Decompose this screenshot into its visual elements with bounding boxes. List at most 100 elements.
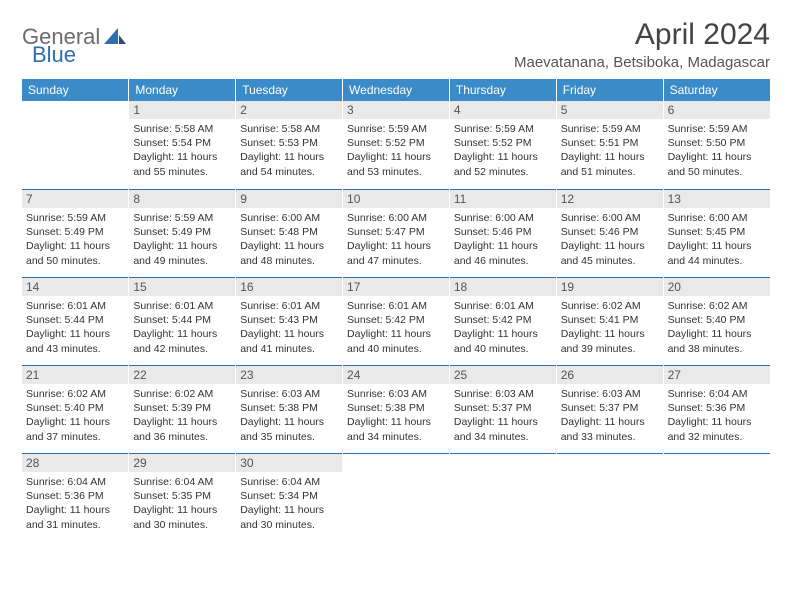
calendar-cell bbox=[343, 453, 450, 541]
day-body: Sunrise: 6:04 AMSunset: 5:36 PMDaylight:… bbox=[668, 387, 766, 444]
calendar-week: 28Sunrise: 6:04 AMSunset: 5:36 PMDayligh… bbox=[22, 453, 770, 541]
day-number bbox=[22, 101, 128, 105]
calendar-cell bbox=[663, 453, 770, 541]
calendar-cell: 21 Sunrise: 6:02 AMSunset: 5:40 PMDayligh… bbox=[22, 365, 129, 453]
calendar-cell: 9 Sunrise: 6:00 AMSunset: 5:48 PMDaylight… bbox=[236, 189, 343, 277]
day-body: Sunrise: 6:01 AMSunset: 5:44 PMDaylight:… bbox=[133, 299, 231, 356]
calendar-week: 14Sunrise: 6:01 AMSunset: 5:44 PMDayligh… bbox=[22, 277, 770, 365]
calendar-week: 1 Sunrise: 5:58 AMSunset: 5:54 PMDaylight… bbox=[22, 101, 770, 189]
page-header: General April 2024 Maevatanana, Betsibok… bbox=[22, 18, 770, 71]
logo-word-2: Blue bbox=[32, 42, 76, 67]
calendar-cell: 8Sunrise: 5:59 AMSunset: 5:49 PMDaylight… bbox=[129, 189, 236, 277]
day-number: 17 bbox=[343, 277, 449, 296]
day-number: 21 bbox=[22, 365, 128, 384]
calendar-cell: 7Sunrise: 5:59 AMSunset: 5:49 PMDaylight… bbox=[22, 189, 129, 277]
calendar-cell: 3 Sunrise: 5:59 AMSunset: 5:52 PMDaylight… bbox=[343, 101, 450, 189]
day-body: Sunrise: 6:01 AMSunset: 5:42 PMDaylight:… bbox=[347, 299, 445, 356]
day-number: 2 bbox=[236, 101, 342, 119]
calendar-cell: 20 Sunrise: 6:02 AMSunset: 5:40 PMDayligh… bbox=[663, 277, 770, 365]
day-body: Sunrise: 5:59 AMSunset: 5:52 PMDaylight:… bbox=[347, 122, 445, 179]
day-number: 6 bbox=[664, 101, 770, 119]
day-body: Sunrise: 6:00 AMSunset: 5:45 PMDaylight:… bbox=[668, 211, 766, 268]
calendar-cell: 22Sunrise: 6:02 AMSunset: 5:39 PMDayligh… bbox=[129, 365, 236, 453]
day-body: Sunrise: 5:59 AMSunset: 5:51 PMDaylight:… bbox=[561, 122, 659, 179]
calendar-cell: 18Sunrise: 6:01 AMSunset: 5:42 PMDayligh… bbox=[449, 277, 556, 365]
logo-word-2-wrap: Blue bbox=[32, 42, 76, 68]
day-body: Sunrise: 6:03 AMSunset: 5:38 PMDaylight:… bbox=[240, 387, 338, 444]
day-number: 1 bbox=[129, 101, 235, 119]
day-number: 26 bbox=[557, 365, 663, 384]
calendar-cell: 11Sunrise: 6:00 AMSunset: 5:46 PMDayligh… bbox=[449, 189, 556, 277]
day-number: 15 bbox=[129, 277, 235, 296]
calendar-cell: 16 Sunrise: 6:01 AMSunset: 5:43 PMDayligh… bbox=[236, 277, 343, 365]
day-header: Monday bbox=[129, 79, 236, 101]
day-body: Sunrise: 6:00 AMSunset: 5:47 PMDaylight:… bbox=[347, 211, 445, 268]
calendar-cell: 25 Sunrise: 6:03 AMSunset: 5:37 PMDayligh… bbox=[449, 365, 556, 453]
day-header: Tuesday bbox=[236, 79, 343, 101]
day-number: 12 bbox=[557, 189, 663, 208]
day-body: Sunrise: 6:02 AMSunset: 5:40 PMDaylight:… bbox=[26, 387, 124, 444]
day-number: 25 bbox=[450, 365, 556, 384]
day-number: 3 bbox=[343, 101, 449, 119]
calendar-cell: 10Sunrise: 6:00 AMSunset: 5:47 PMDayligh… bbox=[343, 189, 450, 277]
day-body: Sunrise: 5:59 AMSunset: 5:52 PMDaylight:… bbox=[454, 122, 552, 179]
day-body: Sunrise: 6:00 AMSunset: 5:48 PMDaylight:… bbox=[240, 211, 338, 268]
title-block: April 2024 Maevatanana, Betsiboka, Madag… bbox=[514, 18, 770, 71]
day-number: 4 bbox=[450, 101, 556, 119]
day-number bbox=[664, 453, 770, 458]
calendar-cell: 29 Sunrise: 6:04 AMSunset: 5:35 PMDayligh… bbox=[129, 453, 236, 541]
day-body: Sunrise: 5:59 AMSunset: 5:50 PMDaylight:… bbox=[668, 122, 766, 179]
day-number: 7 bbox=[22, 189, 128, 208]
day-body: Sunrise: 6:03 AMSunset: 5:37 PMDaylight:… bbox=[454, 387, 552, 444]
day-header: Wednesday bbox=[343, 79, 450, 101]
calendar-week: 7Sunrise: 5:59 AMSunset: 5:49 PMDaylight… bbox=[22, 189, 770, 277]
day-number: 24 bbox=[343, 365, 449, 384]
calendar-cell: 17 Sunrise: 6:01 AMSunset: 5:42 PMDayligh… bbox=[343, 277, 450, 365]
day-body: Sunrise: 6:00 AMSunset: 5:46 PMDaylight:… bbox=[454, 211, 552, 268]
calendar-cell: 5 Sunrise: 5:59 AMSunset: 5:51 PMDaylight… bbox=[556, 101, 663, 189]
logo-sail-icon bbox=[104, 26, 126, 49]
day-body: Sunrise: 6:03 AMSunset: 5:38 PMDaylight:… bbox=[347, 387, 445, 444]
day-number: 13 bbox=[664, 189, 770, 208]
day-number: 18 bbox=[450, 277, 556, 296]
calendar-head: SundayMondayTuesdayWednesdayThursdayFrid… bbox=[22, 79, 770, 101]
calendar-cell: 26 Sunrise: 6:03 AMSunset: 5:37 PMDayligh… bbox=[556, 365, 663, 453]
calendar-week: 21 Sunrise: 6:02 AMSunset: 5:40 PMDayligh… bbox=[22, 365, 770, 453]
calendar-body: 1 Sunrise: 5:58 AMSunset: 5:54 PMDaylight… bbox=[22, 101, 770, 541]
day-number: 20 bbox=[664, 277, 770, 296]
day-number: 30 bbox=[236, 453, 342, 472]
calendar-cell: 15 Sunrise: 6:01 AMSunset: 5:44 PMDayligh… bbox=[129, 277, 236, 365]
calendar-table: SundayMondayTuesdayWednesdayThursdayFrid… bbox=[22, 79, 770, 541]
day-header: Saturday bbox=[663, 79, 770, 101]
calendar-cell: 6 Sunrise: 5:59 AMSunset: 5:50 PMDaylight… bbox=[663, 101, 770, 189]
calendar-cell: 14Sunrise: 6:01 AMSunset: 5:44 PMDayligh… bbox=[22, 277, 129, 365]
day-body: Sunrise: 5:58 AMSunset: 5:54 PMDaylight:… bbox=[133, 122, 231, 179]
calendar-cell: 27Sunrise: 6:04 AMSunset: 5:36 PMDayligh… bbox=[663, 365, 770, 453]
day-body: Sunrise: 6:04 AMSunset: 5:35 PMDaylight:… bbox=[133, 475, 231, 532]
location-text: Maevatanana, Betsiboka, Madagascar bbox=[514, 54, 770, 71]
day-number bbox=[450, 453, 556, 458]
calendar-cell bbox=[22, 101, 129, 189]
day-number: 23 bbox=[236, 365, 342, 384]
day-body: Sunrise: 6:02 AMSunset: 5:40 PMDaylight:… bbox=[668, 299, 766, 356]
day-number: 8 bbox=[129, 189, 235, 208]
day-number: 29 bbox=[129, 453, 235, 472]
calendar-cell: 13 Sunrise: 6:00 AMSunset: 5:45 PMDayligh… bbox=[663, 189, 770, 277]
day-body: Sunrise: 6:03 AMSunset: 5:37 PMDaylight:… bbox=[561, 387, 659, 444]
day-number: 28 bbox=[22, 453, 128, 472]
day-number bbox=[557, 453, 663, 458]
day-body: Sunrise: 6:01 AMSunset: 5:43 PMDaylight:… bbox=[240, 299, 338, 356]
day-header: Thursday bbox=[449, 79, 556, 101]
day-body: Sunrise: 6:02 AMSunset: 5:39 PMDaylight:… bbox=[133, 387, 231, 444]
calendar-cell: 19Sunrise: 6:02 AMSunset: 5:41 PMDayligh… bbox=[556, 277, 663, 365]
calendar-cell: 2 Sunrise: 5:58 AMSunset: 5:53 PMDaylight… bbox=[236, 101, 343, 189]
day-number: 16 bbox=[236, 277, 342, 296]
calendar-cell: 4 Sunrise: 5:59 AMSunset: 5:52 PMDaylight… bbox=[449, 101, 556, 189]
day-body: Sunrise: 5:58 AMSunset: 5:53 PMDaylight:… bbox=[240, 122, 338, 179]
calendar-cell: 12Sunrise: 6:00 AMSunset: 5:46 PMDayligh… bbox=[556, 189, 663, 277]
day-number: 9 bbox=[236, 189, 342, 208]
day-number: 5 bbox=[557, 101, 663, 119]
day-header: Friday bbox=[556, 79, 663, 101]
day-body: Sunrise: 6:04 AMSunset: 5:34 PMDaylight:… bbox=[240, 475, 338, 532]
calendar-cell: 30 Sunrise: 6:04 AMSunset: 5:34 PMDayligh… bbox=[236, 453, 343, 541]
